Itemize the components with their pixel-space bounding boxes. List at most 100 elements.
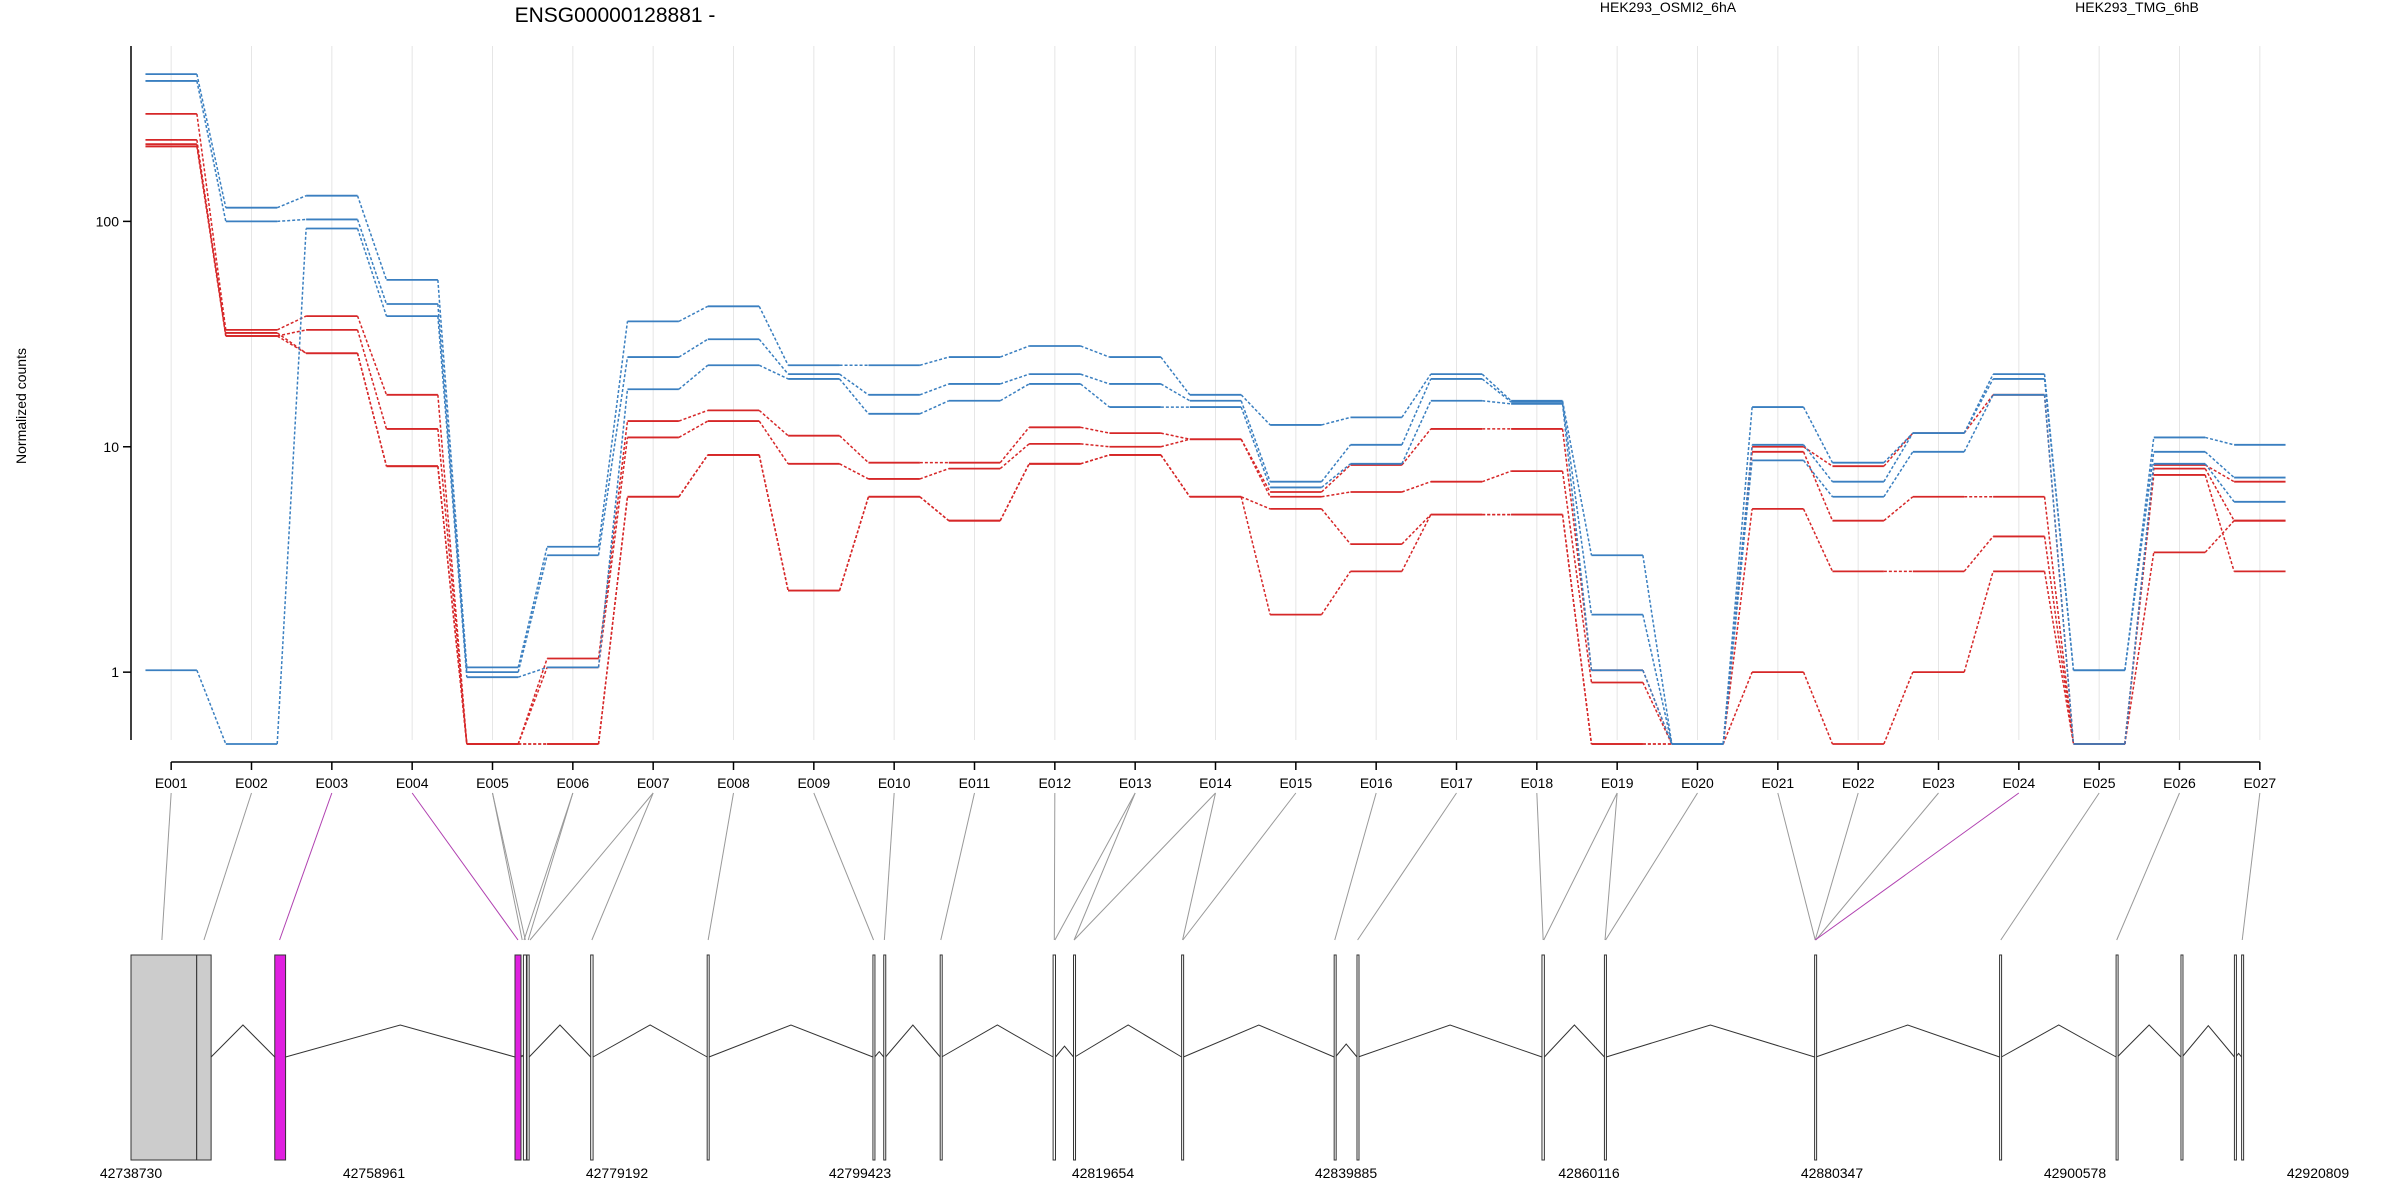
series-3-connector-23 xyxy=(1963,535,1994,572)
series-1-connector-12 xyxy=(1080,426,1110,434)
series-2-connector-22 xyxy=(1883,496,1914,522)
genomic-tick-label-5: 42819654 xyxy=(1072,1165,1135,1181)
series-4-connector-21 xyxy=(1802,671,1834,745)
gene-exon-12 xyxy=(1052,954,1057,1161)
series-7-connector-24 xyxy=(2043,394,2075,745)
series-6-connector-17 xyxy=(1481,378,1512,403)
series-5-connector-6 xyxy=(597,321,629,547)
x-tick-label-E023: E023 xyxy=(1922,775,1955,791)
genomic-tick-label-6: 42839885 xyxy=(1315,1165,1378,1181)
connector-E014-2 xyxy=(1182,792,1216,941)
series-7-connector-21 xyxy=(1802,459,1834,498)
gene-exon-1 xyxy=(130,954,198,1161)
connector-E001 xyxy=(161,792,172,941)
series-5-connector-26 xyxy=(2205,436,2235,446)
genomic-tick-label-4: 42799423 xyxy=(829,1165,892,1181)
series-2-connector-24 xyxy=(2043,496,2075,745)
series-5-connector-19 xyxy=(1642,555,1673,745)
series-6-connector-11 xyxy=(999,373,1030,385)
x-tick-label-E016: E016 xyxy=(1360,775,1393,791)
gene-exon-22 xyxy=(2180,954,2184,1161)
gene-exon-6 xyxy=(526,954,530,1161)
connector-E013 xyxy=(1054,792,1136,941)
series-7-connector-14 xyxy=(1240,406,1271,488)
x-tick-label-E002: E002 xyxy=(235,775,268,791)
connector-E023 xyxy=(1815,792,1939,941)
genomic-tick-label-1: 42738730 xyxy=(100,1165,163,1181)
intron-18 xyxy=(1606,1024,1815,1058)
series-7-connector-10 xyxy=(919,400,950,415)
series-4 xyxy=(145,145,2286,745)
intron-10 xyxy=(885,1024,941,1058)
series-6-connector-3 xyxy=(356,219,388,305)
series-5-connector-18 xyxy=(1561,400,1593,556)
series-1-connector-16 xyxy=(1401,428,1432,466)
series-5-connector-17 xyxy=(1481,373,1512,402)
series-2-connector-6 xyxy=(597,437,629,668)
series-5-connector-7 xyxy=(678,305,709,323)
series-3-connector-2 xyxy=(276,332,307,354)
gene-exon-11 xyxy=(939,954,943,1161)
series-4-connector-20 xyxy=(1722,671,1753,745)
series-5-connector-3 xyxy=(356,195,388,281)
series-1-connector-26 xyxy=(2204,464,2235,483)
series-5-connector-25 xyxy=(2124,437,2155,671)
legend-label-tmg: HEK293_TMG_6hB xyxy=(2075,0,2199,15)
series-3-connector-1 xyxy=(196,144,227,334)
intron-19 xyxy=(1815,1024,2000,1058)
x-tick-label-E015: E015 xyxy=(1279,775,1312,791)
legend-label-osmi2: HEK293_OSMI2_6hA xyxy=(1600,0,1737,15)
genomic-tick-label-7: 42860116 xyxy=(1558,1165,1619,1181)
series-5-connector-12 xyxy=(1080,345,1110,358)
series-7-connector-23 xyxy=(1963,394,1994,453)
series-4-connector-10 xyxy=(919,496,950,522)
intron-2 xyxy=(210,1024,276,1058)
plot-gridlines xyxy=(170,46,2261,740)
series-2-connector-16 xyxy=(1401,480,1432,493)
series-2-connector-3 xyxy=(356,329,388,430)
plot-axes: 1 10 100 E001 E002 E003 E004 E005 E006 E007 E008 E0… xyxy=(96,46,2276,791)
series-4-connector-13 xyxy=(1160,454,1191,498)
x-tick-label-E022: E022 xyxy=(1842,775,1875,791)
series-7-connector-6 xyxy=(597,389,629,668)
gene-exon-19 xyxy=(1814,954,1818,1161)
gene-exon-8 xyxy=(706,954,710,1161)
x-tick-label-E011: E011 xyxy=(959,775,991,791)
x-tick-label-E012: E012 xyxy=(1038,775,1071,791)
series-6-connector-7 xyxy=(678,338,709,358)
series-1-connector-11 xyxy=(999,426,1030,464)
y-tick-label-1: 1 xyxy=(111,664,119,680)
connector-E018 xyxy=(1536,792,1544,941)
series-2-connector-12 xyxy=(1080,443,1110,448)
series-7-connector-20 xyxy=(1722,460,1753,745)
series-7-connector-22 xyxy=(1883,451,1914,498)
y-tick-label-10: 10 xyxy=(103,439,119,455)
intron-21 xyxy=(2116,1024,2182,1058)
x-tick-label-E008: E008 xyxy=(717,775,750,791)
series-4-connector-2 xyxy=(276,335,307,354)
connector-E008 xyxy=(707,792,734,941)
connector-E003 xyxy=(279,792,333,941)
x-tick-label-E026: E026 xyxy=(2163,775,2196,791)
series-7-connector-5 xyxy=(517,666,548,678)
intron-3 xyxy=(285,1024,516,1058)
series-6-connector-24 xyxy=(2043,378,2075,671)
x-tick-label-E001: E001 xyxy=(155,775,188,791)
series-1-connector-20 xyxy=(1722,446,1753,745)
intron-20 xyxy=(2001,1024,2117,1058)
series-7-connector-11 xyxy=(999,383,1030,402)
series-6-connector-8 xyxy=(758,338,789,375)
connector-E020 xyxy=(1605,792,1698,941)
connector-E019-2 xyxy=(1543,792,1618,941)
series-6-connector-21 xyxy=(1802,444,1834,483)
series-6-connector-10 xyxy=(919,383,950,396)
series-4-connector-25 xyxy=(2124,552,2155,745)
gene-exon-18 xyxy=(1603,954,1607,1161)
genomic-tick-label-10: 42920809 xyxy=(2287,1165,2350,1181)
connector-E019 xyxy=(1604,792,1618,941)
intron-13 xyxy=(1074,1024,1182,1058)
gene-exon-14 xyxy=(1181,954,1185,1161)
plot-series xyxy=(145,73,2286,745)
connector-E007-2 xyxy=(591,792,654,941)
series-3-connector-26 xyxy=(2204,474,2235,572)
